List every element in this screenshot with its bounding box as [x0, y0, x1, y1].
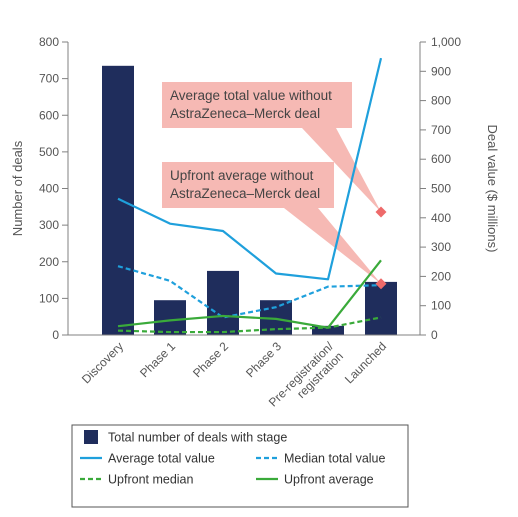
left-tick-label: 300 [39, 218, 59, 232]
left-tick-label: 400 [39, 182, 59, 196]
left-tick-label: 500 [39, 145, 59, 159]
annotation-0: Average total value without AstraZeneca–M… [162, 82, 381, 212]
annotation-text: Upfront average without [170, 168, 314, 183]
bar-4 [312, 325, 344, 335]
legend-box [71, 424, 409, 508]
bar-5 [365, 281, 397, 335]
annotation-box [162, 162, 334, 208]
annotation-marker-0 [375, 206, 387, 218]
category-label-line: Launched [342, 339, 389, 386]
line-series-median-total-value [117, 265, 382, 319]
left-tick-label: 700 [39, 72, 59, 86]
right-tick-label: 600 [431, 152, 451, 166]
annotation-box [162, 82, 352, 128]
legend-item-4: Upfront average [256, 473, 374, 487]
right-tick-label: 900 [431, 64, 451, 78]
category-label-line: Phase 1 [137, 339, 178, 380]
category-label-5: Launched [342, 339, 389, 386]
category-label-line: Discovery [79, 339, 126, 386]
category-label-1: Phase 1 [137, 339, 178, 380]
legend-item-3: Upfront median [80, 473, 194, 487]
legend-item-2: Median total value [256, 452, 386, 466]
legend-swatch [84, 430, 98, 444]
right-tick-label: 100 [431, 299, 451, 313]
legend-item-0: Total number of deals with stage [84, 430, 287, 445]
bar-1 [154, 300, 186, 335]
right-tick-label: 400 [431, 211, 451, 225]
left-tick-label: 200 [39, 255, 59, 269]
left-tick-label: 0 [52, 328, 59, 342]
legend-label: Upfront average [284, 473, 374, 487]
legend-label: Average total value [108, 452, 215, 466]
category-label-line: Phase 2 [190, 339, 231, 380]
left-tick-label: 100 [39, 291, 59, 305]
category-label-0: Discovery [79, 339, 126, 386]
bar-2 [207, 270, 239, 335]
category-label-3: Phase 3 [243, 339, 284, 380]
right-axis-title: Deal value ($ millions) [485, 125, 500, 253]
line-series-upfront-average [117, 259, 382, 329]
annotation-1: Upfront average without AstraZeneca–Merck… [162, 162, 381, 284]
annotation-text: AstraZeneca–Merck deal [170, 106, 320, 121]
legend: Total number of deals with stage Average … [71, 424, 409, 508]
line-series-average-total-value [117, 57, 383, 281]
annotation-text: AstraZeneca–Merck deal [170, 186, 320, 201]
annotation-marker-1 [375, 278, 387, 290]
right-tick-label: 1,000 [431, 35, 461, 49]
left-tick-label: 600 [39, 108, 59, 122]
category-label-2: Phase 2 [190, 339, 231, 380]
legend-label: Total number of deals with stage [108, 431, 287, 445]
annotation-pointer [284, 208, 381, 284]
right-tick-label: 0 [431, 328, 438, 342]
category-label-line: Phase 3 [243, 339, 284, 380]
right-tick-label: 800 [431, 94, 451, 108]
legend-label: Upfront median [108, 473, 194, 487]
right-tick-label: 500 [431, 182, 451, 196]
right-tick-label: 200 [431, 269, 451, 283]
line-series-upfront-median [117, 316, 382, 334]
legend-label: Median total value [284, 452, 386, 466]
left-tick-label: 800 [39, 35, 59, 49]
right-tick-label: 700 [431, 123, 451, 137]
bar-0 [102, 65, 134, 336]
left-axis-title: Number of deals [10, 140, 25, 236]
right-tick-label: 300 [431, 240, 451, 254]
annotation-text: Average total value without [170, 88, 332, 103]
annotation-pointer [302, 128, 381, 212]
legend-item-1: Average total value [80, 452, 215, 466]
